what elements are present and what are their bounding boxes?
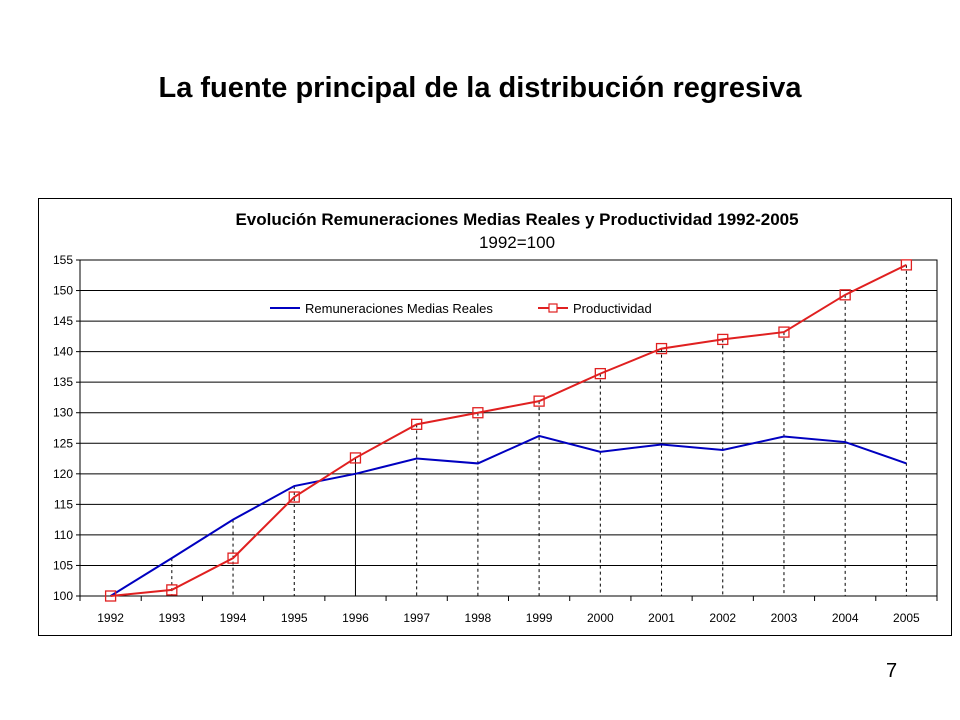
data-point-productividad <box>166 584 178 596</box>
x-tick-label: 2000 <box>587 611 614 625</box>
legend: Remuneraciones Medias Reales Productivid… <box>270 301 652 316</box>
chart-subtitle: 1992=100 <box>479 233 555 252</box>
slide-number: 7 <box>886 660 898 682</box>
y-tick-label: 155 <box>53 253 73 267</box>
y-tick-label: 100 <box>53 589 73 603</box>
chart-frame <box>38 198 952 636</box>
data-point-productividad <box>411 418 423 430</box>
x-tick-label: 1999 <box>526 611 553 625</box>
x-tick-label: 2001 <box>648 611 675 625</box>
series <box>104 259 913 602</box>
data-point-productividad <box>227 552 239 564</box>
data-point-productividad <box>349 452 362 464</box>
x-tick-label: 1993 <box>158 611 185 625</box>
x-tick-label: 1997 <box>403 611 430 625</box>
legend-label-productividad: Productividad <box>573 301 652 316</box>
y-tick-label: 120 <box>53 467 73 481</box>
y-tick-label: 145 <box>53 314 73 328</box>
y-tick-label: 150 <box>53 284 73 298</box>
y-tick-label: 125 <box>53 436 73 450</box>
chart-title: Evolución Remuneraciones Medias Reales y… <box>235 210 798 229</box>
y-tick-label: 130 <box>53 406 73 420</box>
data-point-productividad <box>594 367 606 380</box>
legend-label-remuneraciones: Remuneraciones Medias Reales <box>305 301 493 316</box>
y-tick-label: 140 <box>53 345 73 359</box>
legend-marker-productividad <box>548 303 558 313</box>
x-tick-label: 2002 <box>709 611 736 625</box>
y-tick-label: 105 <box>53 558 73 572</box>
x-tick-label: 2003 <box>771 611 798 625</box>
data-point-productividad <box>655 342 668 355</box>
x-tick-label: 1994 <box>220 611 247 625</box>
x-tick-label: 2004 <box>832 611 859 625</box>
x-tick-label: 2005 <box>893 611 920 625</box>
data-point-productividad <box>778 326 790 338</box>
x-tick-label: 1996 <box>342 611 369 625</box>
y-tick-label: 135 <box>53 375 73 389</box>
y-tick-label: 115 <box>54 497 73 511</box>
data-point-productividad <box>104 590 117 602</box>
data-point-productividad <box>288 491 300 503</box>
data-point-productividad <box>900 259 913 271</box>
plot-area <box>79 259 938 597</box>
y-tick-label: 110 <box>54 528 73 542</box>
data-point-productividad <box>533 395 545 407</box>
data-point-productividad <box>717 333 729 346</box>
x-tick-label: 1992 <box>97 611 124 625</box>
series-line-productividad <box>110 263 907 597</box>
data-point-productividad <box>472 407 484 419</box>
drop-lines <box>171 264 907 596</box>
slide-title: La fuente principal de la distribución r… <box>158 72 802 104</box>
data-point-productividad <box>839 289 851 301</box>
gridlines <box>80 259 937 597</box>
series-line-remuneraciones <box>110 434 907 597</box>
x-axis-ticks: 1992 1993 1994 1995 1996 1997 1998 1999 2000 2001… <box>79 596 938 625</box>
x-tick-label: 1998 <box>465 611 492 625</box>
x-tick-label: 1995 <box>281 611 308 625</box>
y-axis-ticks: 100 105 110 115 120 125 130 135 140 145 150 155 <box>53 253 80 603</box>
